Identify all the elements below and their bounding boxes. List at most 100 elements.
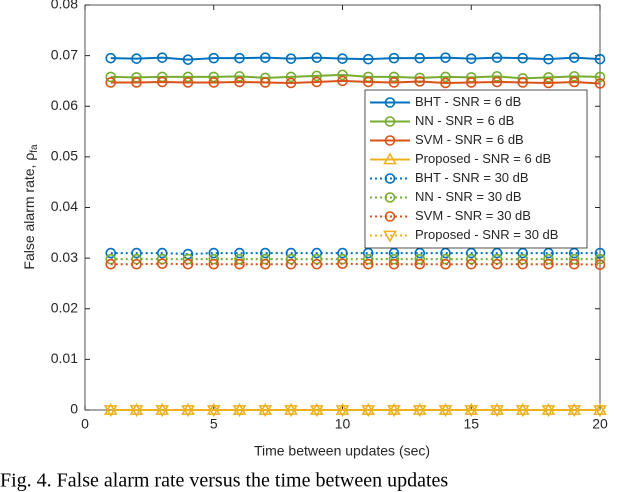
- marker: [361, 405, 376, 418]
- marker: [412, 405, 427, 418]
- legend-label: BHT - SNR = 6 dB: [415, 94, 521, 109]
- marker: [311, 70, 323, 82]
- legend-label: Proposed - SNR = 6 dB: [415, 151, 551, 166]
- marker: [337, 75, 348, 87]
- legend-marker: [383, 230, 397, 243]
- marker: [309, 405, 324, 418]
- marker: [156, 258, 168, 269]
- marker: [414, 76, 426, 87]
- marker: [543, 253, 554, 265]
- y-tick-label: 0: [70, 401, 78, 417]
- marker: [105, 77, 117, 88]
- x-axis-label: Time between updates (sec): [254, 443, 430, 459]
- marker: [491, 258, 503, 270]
- marker: [182, 77, 194, 88]
- marker: [234, 258, 245, 270]
- legend-marker: [384, 135, 396, 146]
- legend-marker: [384, 97, 396, 108]
- marker: [491, 247, 503, 259]
- y-tick-label: 0.07: [51, 46, 78, 62]
- legend-box: [364, 89, 588, 249]
- marker: [414, 247, 426, 259]
- marker: [543, 53, 554, 65]
- marker: [105, 258, 117, 270]
- legend-label: NN - SNR = 30 dB: [415, 189, 522, 204]
- marker: [232, 405, 247, 418]
- marker: [594, 253, 606, 265]
- marker: [181, 405, 195, 418]
- y-axis-label: False alarm rate, ρfa: [21, 144, 40, 270]
- marker: [234, 76, 245, 88]
- marker: [568, 52, 580, 63]
- y-label-subscript: fa: [29, 144, 40, 153]
- marker: [568, 253, 580, 265]
- marker: [567, 405, 582, 418]
- marker: [208, 77, 220, 88]
- legend-label: BHT - SNR = 30 dB: [415, 170, 529, 185]
- marker: [208, 71, 220, 83]
- y-tick-label: 0.01: [51, 350, 78, 366]
- marker: [285, 258, 297, 270]
- marker: [568, 247, 580, 259]
- marker: [594, 78, 606, 89]
- marker: [285, 247, 297, 259]
- marker: [465, 53, 477, 64]
- marker: [311, 258, 323, 270]
- marker: [388, 247, 400, 259]
- legend-label: NN - SNR = 6 dB: [415, 113, 514, 128]
- marker: [156, 52, 168, 63]
- marker: [182, 253, 194, 265]
- x-tick-label: 0: [81, 416, 89, 432]
- marker: [259, 77, 271, 88]
- marker: [517, 253, 529, 265]
- marker: [465, 258, 477, 270]
- marker: [440, 77, 451, 89]
- marker: [568, 258, 580, 270]
- marker: [388, 52, 400, 64]
- marker: [155, 405, 170, 418]
- marker: [414, 258, 426, 270]
- legend-label: Proposed - SNR = 30 dB: [415, 227, 558, 242]
- marker: [285, 71, 297, 83]
- marker: [543, 72, 554, 83]
- marker: [311, 247, 323, 259]
- marker: [440, 52, 451, 63]
- marker: [440, 253, 451, 265]
- x-tick-label: 15: [463, 416, 479, 432]
- y-tick-label: 0.03: [51, 249, 78, 265]
- y-label-main: False alarm rate, ρ: [21, 153, 37, 270]
- marker: [182, 248, 194, 260]
- marker: [414, 52, 426, 64]
- legend-label: SVM - SNR = 30 dB: [415, 208, 531, 223]
- y-tick-label: 0.05: [51, 148, 78, 164]
- marker: [131, 77, 142, 88]
- marker: [131, 53, 142, 64]
- marker: [337, 258, 348, 269]
- marker: [440, 258, 451, 270]
- marker: [258, 405, 273, 418]
- marker: [440, 71, 451, 83]
- marker: [491, 52, 503, 63]
- marker: [594, 247, 606, 259]
- legend-marker: [384, 192, 396, 203]
- marker: [335, 405, 350, 418]
- marker: [259, 253, 271, 265]
- x-tick-label: 20: [592, 416, 608, 432]
- marker: [465, 77, 477, 88]
- y-tick-label: 0.08: [51, 0, 78, 12]
- legend-marker: [384, 173, 396, 184]
- marker: [156, 76, 168, 88]
- legend-marker: [383, 152, 397, 165]
- marker: [206, 405, 221, 418]
- marker: [182, 258, 194, 270]
- marker: [311, 52, 323, 63]
- marker: [234, 71, 245, 82]
- marker: [285, 77, 297, 89]
- marker: [388, 71, 400, 83]
- marker: [440, 247, 451, 259]
- marker: [362, 76, 374, 88]
- marker: [541, 405, 556, 418]
- x-tick-label: 10: [335, 416, 351, 432]
- marker: [234, 247, 245, 259]
